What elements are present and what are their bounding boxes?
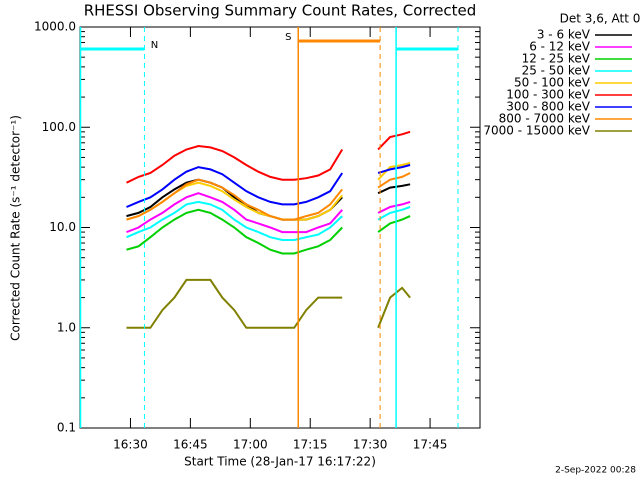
series-line — [126, 172, 411, 221]
legend-label: 12 - 25 keV — [522, 52, 591, 66]
y-tick-label: 10.0 — [49, 220, 76, 234]
legend-label: 3 - 6 keV — [537, 28, 591, 42]
legend-label: 300 - 800 keV — [506, 100, 590, 114]
x-tick-label: 16:30 — [113, 438, 148, 452]
series-line — [126, 192, 411, 234]
legend-title: Det 3,6, Att 0 — [560, 12, 640, 26]
y-tick-label: 1.0 — [57, 320, 76, 334]
footer: 2-Sep-2022 00:28 — [555, 466, 636, 476]
interval-label: N — [151, 40, 158, 51]
y-tick-label: 100.0 — [42, 120, 76, 134]
y-axis-label: Corrected Count Rate (s⁻¹ detector⁻¹) — [9, 115, 23, 341]
legend-label: 100 - 300 keV — [506, 88, 590, 102]
y-tick-label: 1000.0 — [34, 20, 76, 34]
x-axis-label: Start Time (28-Jan-17 16:17:22) — [184, 455, 376, 469]
y-tick-label: 0.1 — [57, 421, 76, 435]
series-line — [126, 162, 411, 221]
series-line — [126, 278, 411, 329]
legend-label: 6 - 12 keV — [529, 40, 591, 54]
legend-label: 7000 - 15000 keV — [483, 124, 590, 138]
legend-label: 25 - 50 keV — [522, 64, 591, 78]
x-tick-label: 17:00 — [233, 438, 268, 452]
interval-label: S — [285, 32, 291, 43]
legend-label: 50 - 100 keV — [514, 76, 591, 90]
series-line — [126, 164, 411, 208]
chart-title: RHESSI Observing Summary Count Rates, Co… — [84, 2, 477, 20]
x-tick-label: 17:30 — [353, 438, 388, 452]
series-line — [126, 130, 411, 184]
x-tick-label: 17:15 — [293, 438, 328, 452]
x-tick-label: 17:45 — [413, 438, 448, 452]
series-line — [126, 178, 411, 221]
legend-label: 800 - 7000 keV — [499, 112, 591, 126]
x-tick-label: 16:45 — [173, 438, 208, 452]
